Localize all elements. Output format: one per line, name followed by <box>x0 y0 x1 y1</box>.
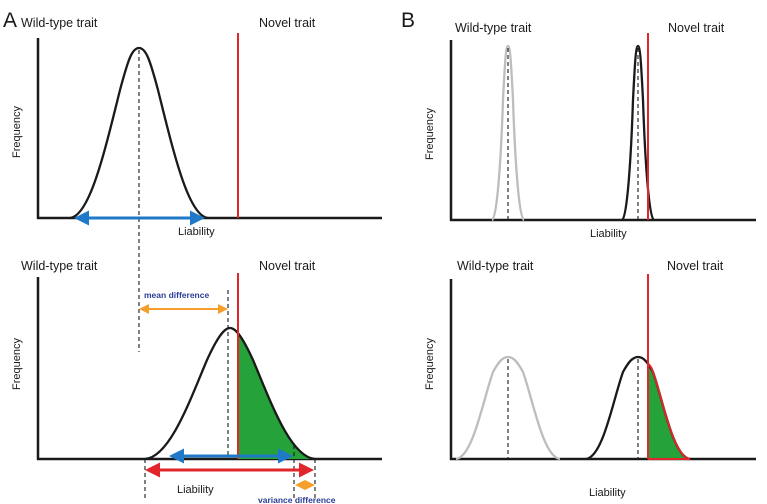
panel-b-bottom-ylabel: Frequency <box>424 338 436 390</box>
panel-a-top-wildtype-label: Wild-type trait <box>21 16 98 30</box>
mean-difference-label: mean difference <box>144 290 209 300</box>
panel-b-letter: B <box>401 9 415 32</box>
panel-b-bottom-wildtype-curve <box>455 355 561 461</box>
panel-a-bottom-novel-curve <box>144 326 316 461</box>
panel-b-bottom-wildtype-label: Wild-type trait <box>457 259 534 273</box>
panel-b-top-novel-curve <box>620 44 656 222</box>
panel-b-bottom: Wild-type trait Novel trait Frequency Li… <box>424 259 756 499</box>
panel-b-bottom-tail-fill <box>648 363 690 459</box>
panel-a-top-novel-label: Novel trait <box>259 16 316 30</box>
panel-a-letter: A <box>3 9 17 32</box>
panel-b-top-ylabel: Frequency <box>424 108 436 160</box>
panel-a-bottom-novel-label: Novel trait <box>259 259 316 273</box>
panel-b-top-xlabel: Liability <box>590 228 627 240</box>
panel-b-top-novel-label: Novel trait <box>668 21 725 35</box>
panel-a-bottom-tail-fill <box>238 333 315 459</box>
panel-b-bottom-tail-outline <box>647 363 691 460</box>
panel-a-top: Wild-type trait Novel trait Frequency Li… <box>11 16 382 352</box>
panel-a-top-xlabel: Liability <box>178 226 215 238</box>
panel-b-bottom-novel-label: Novel trait <box>667 259 724 273</box>
panel-a-bottom: Wild-type trait Novel trait Frequency me… <box>11 259 382 504</box>
panel-b-top-wildtype-label: Wild-type trait <box>455 21 532 35</box>
panel-a-top-ylabel: Frequency <box>11 106 23 158</box>
panel-b-top: Wild-type trait Novel trait Frequency Li… <box>424 21 756 240</box>
panel-a-bottom-wildtype-label: Wild-type trait <box>21 259 98 273</box>
panel-b-bottom-xlabel: Liability <box>589 487 626 499</box>
panel-a-top-wildtype-curve <box>69 46 209 220</box>
panel-a-bottom-xlabel: Liability <box>177 484 214 496</box>
panel-a-bottom-ylabel: Frequency <box>11 338 23 390</box>
variance-difference-label: variance difference <box>258 495 336 504</box>
panel-b-top-wildtype-curve <box>490 44 526 222</box>
